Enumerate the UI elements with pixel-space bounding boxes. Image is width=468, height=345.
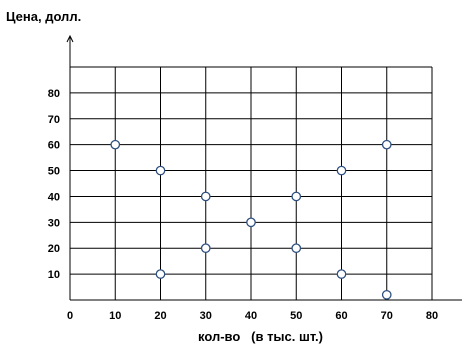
y-axis-title: Цена, долл. (6, 9, 82, 24)
data-point (291, 191, 302, 202)
y-axis-arrow (66, 34, 74, 43)
data-point (336, 269, 347, 279)
data-point (155, 165, 166, 176)
x-tick-label: 30 (200, 310, 212, 322)
data-point (291, 243, 302, 254)
data-point (381, 139, 392, 150)
y-tick-label: 20 (48, 243, 60, 255)
data-point (110, 139, 121, 150)
data-point (200, 191, 211, 202)
x-tick-label: 0 (67, 310, 73, 322)
data-point (381, 289, 392, 300)
x-tick-label: 10 (109, 310, 121, 322)
data-point (336, 165, 347, 176)
data-point (155, 269, 166, 279)
x-tick-label: 40 (245, 310, 257, 322)
x-tick-label: 50 (290, 310, 302, 322)
y-tick-label: 30 (48, 217, 60, 229)
y-tick-label: 70 (48, 114, 60, 126)
x-tick-label: 20 (154, 310, 166, 322)
data-point (200, 243, 211, 254)
y-tick-label: 40 (48, 191, 60, 203)
y-tick-label: 60 (48, 140, 60, 152)
data-points (110, 139, 392, 300)
x-tick-label: 60 (335, 310, 347, 322)
y-tick-labels: 10 20 30 40 50 60 70 80 (48, 88, 60, 281)
x-tick-label: 70 (381, 310, 393, 322)
x-tick-labels: 0 10 20 30 40 50 60 70 80 (67, 310, 438, 322)
x-tick-label: 80 (426, 310, 438, 322)
y-tick-label: 50 (48, 166, 60, 178)
data-point (246, 217, 256, 228)
grid (70, 66, 433, 300)
x-axis-title: кол-во (в тыс. шт.) (198, 329, 323, 344)
y-tick-label: 10 (48, 269, 60, 281)
axes (66, 34, 462, 301)
y-tick-label: 80 (48, 88, 60, 100)
